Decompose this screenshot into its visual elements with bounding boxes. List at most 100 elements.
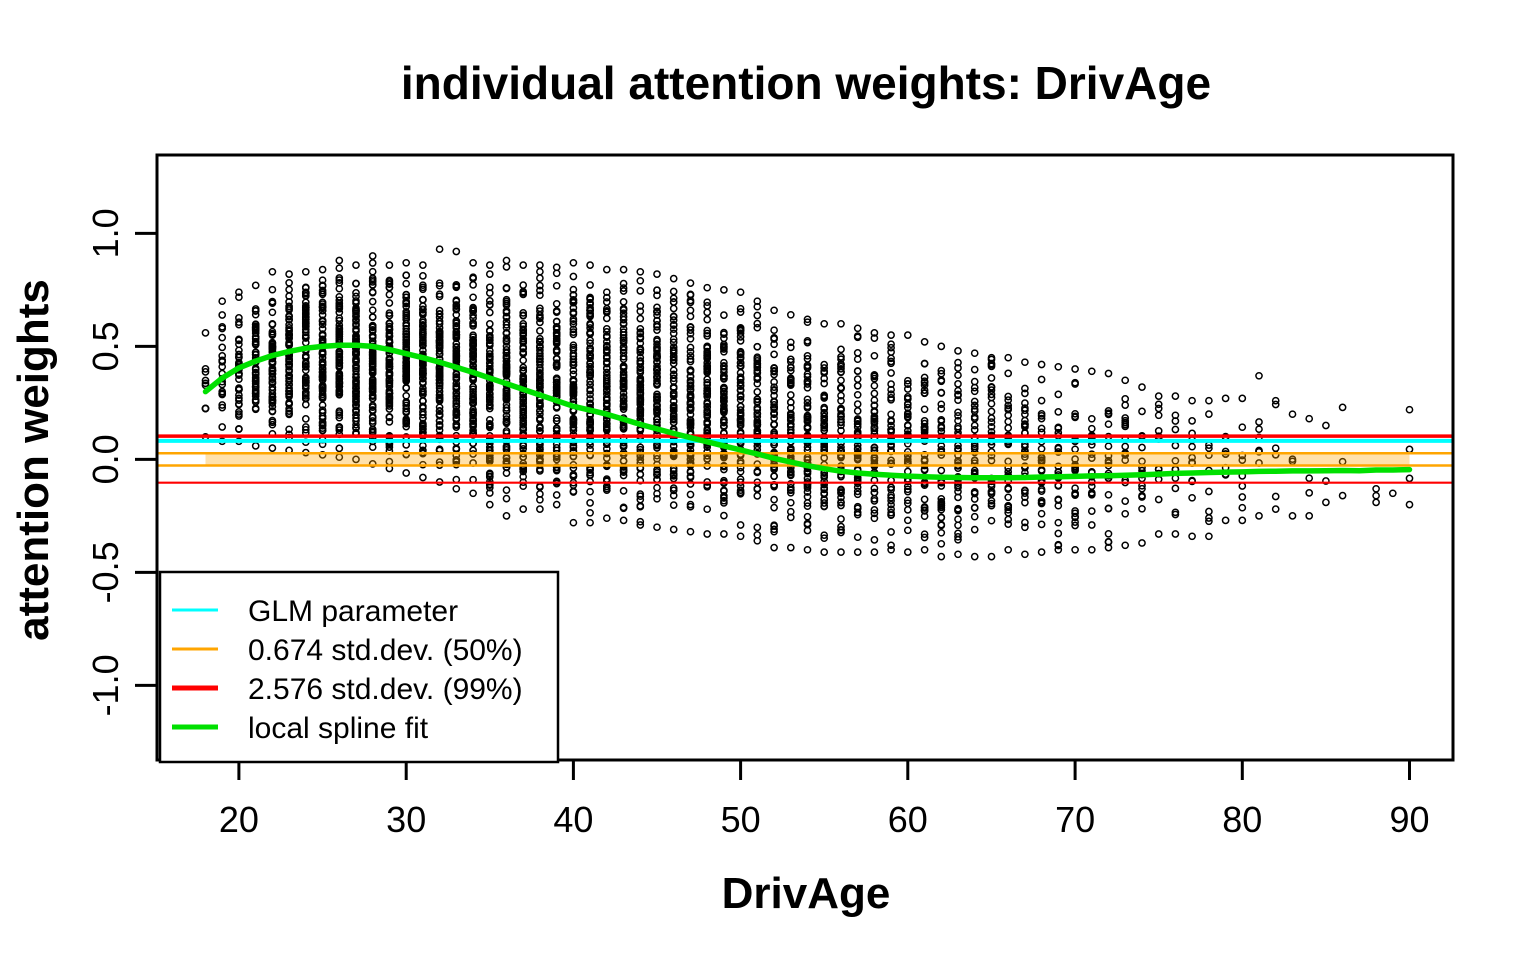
- scatter-point: [669, 390, 678, 398]
- scatter-point: [385, 309, 394, 317]
- scatter-point: [469, 395, 477, 403]
- scatter-point: [519, 287, 528, 296]
- scatter-point: [1221, 516, 1230, 525]
- scatter-point: [602, 402, 611, 410]
- scatter-point: [937, 369, 946, 378]
- scatter-point: [703, 364, 712, 373]
- scatter-point: [1087, 545, 1096, 554]
- scatter-point: [970, 401, 979, 410]
- scatter-point: [703, 329, 712, 338]
- scatter-point: [770, 400, 778, 409]
- scatter-point: [770, 409, 778, 418]
- scatter-point: [536, 286, 544, 295]
- scatter-point: [903, 496, 912, 505]
- scatter-point: [201, 368, 210, 376]
- scatter-point: [235, 412, 243, 420]
- scatter-point: [285, 324, 293, 332]
- scatter-point: [636, 517, 645, 526]
- scatter-point: [452, 247, 461, 256]
- scatter-point: [586, 345, 594, 353]
- scatter-point: [318, 350, 327, 358]
- scatter-point: [385, 400, 394, 408]
- scatter-point: [569, 290, 578, 299]
- scatter-point: [251, 337, 260, 346]
- scatter-point: [837, 515, 845, 523]
- scatter-point: [970, 525, 979, 534]
- scatter-point: [837, 443, 845, 452]
- scatter-point: [1271, 396, 1280, 405]
- scatter-point: [218, 297, 227, 306]
- scatter-point: [368, 288, 377, 297]
- scatter-point: [686, 290, 695, 299]
- scatter-point: [368, 267, 377, 276]
- scatter-point: [235, 293, 243, 302]
- scatter-point: [669, 356, 678, 365]
- scatter-point: [753, 379, 762, 388]
- scatter-point: [519, 363, 528, 372]
- scatter-point: [485, 261, 494, 269]
- scatter-point: [1238, 423, 1247, 432]
- scatter-point: [686, 279, 695, 287]
- scatter-point: [318, 265, 327, 274]
- scatter-point: [435, 372, 444, 381]
- scatter-point: [1171, 530, 1180, 538]
- scatter-point: [301, 373, 310, 382]
- scatter-point: [602, 486, 611, 495]
- scatter-point: [619, 287, 628, 295]
- scatter-point: [736, 378, 745, 387]
- scatter-point: [653, 354, 661, 363]
- scatter-point: [335, 371, 344, 380]
- scatter-point: [887, 385, 895, 394]
- scatter-point: [469, 281, 477, 289]
- scatter-point: [301, 415, 310, 423]
- scatter-point: [485, 483, 494, 492]
- scatter-point: [301, 309, 310, 318]
- scatter-point: [552, 299, 561, 308]
- scatter-point: [636, 388, 645, 397]
- scatter-point: [1004, 353, 1013, 362]
- scatter-point: [519, 261, 528, 269]
- scatter-point: [1004, 401, 1013, 410]
- scatter-point: [803, 395, 812, 404]
- scatter-point: [870, 509, 879, 518]
- scatter-point: [552, 269, 561, 278]
- scatter-point: [686, 472, 695, 481]
- scatter-point: [720, 416, 728, 425]
- scatter-point: [1255, 447, 1263, 456]
- scatter-point: [1322, 498, 1330, 507]
- scatter-point: [870, 414, 879, 422]
- scatter-point: [770, 383, 778, 392]
- scatter-point: [485, 420, 494, 428]
- scatter-point: [385, 355, 394, 364]
- scatter-point: [385, 371, 394, 380]
- scatter-point: [669, 294, 678, 303]
- scatter-point: [636, 502, 645, 510]
- scatter-point: [653, 286, 661, 295]
- scatter-point: [519, 309, 528, 317]
- scatter-point: [452, 305, 461, 314]
- scatter-point: [753, 342, 762, 351]
- scatter-point: [653, 337, 661, 346]
- x-tick-label: 50: [721, 799, 761, 840]
- scatter-point: [335, 378, 344, 387]
- scatter-point: [853, 423, 862, 431]
- scatter-point: [1288, 410, 1297, 419]
- scatter-point: [837, 391, 845, 400]
- scatter-point: [853, 548, 862, 556]
- scatter-point: [602, 359, 611, 368]
- scatter-point: [837, 405, 845, 414]
- scatter-point: [586, 466, 594, 474]
- scatter-point: [419, 336, 427, 345]
- scatter-point: [786, 486, 795, 495]
- scatter-point: [987, 422, 996, 431]
- scatter-point: [786, 420, 795, 429]
- scatter-point: [218, 390, 227, 399]
- scatter-point: [753, 530, 762, 539]
- y-tick-label: -1.0: [85, 654, 126, 716]
- scatter-point: [368, 321, 377, 330]
- scatter-point: [1305, 489, 1314, 497]
- scatter-point: [753, 460, 762, 468]
- scatter-point: [853, 407, 862, 415]
- scatter-point: [636, 345, 645, 354]
- scatter-point: [502, 454, 511, 463]
